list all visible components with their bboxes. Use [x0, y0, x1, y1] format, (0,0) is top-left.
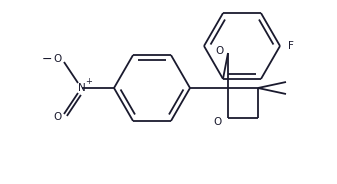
Text: +: + — [86, 77, 92, 86]
Text: O: O — [53, 54, 61, 64]
Text: −: − — [42, 52, 52, 66]
Text: N: N — [78, 83, 86, 93]
Text: F: F — [288, 41, 294, 51]
Text: O: O — [214, 117, 222, 127]
Text: O: O — [53, 112, 61, 122]
Text: O: O — [216, 46, 224, 56]
